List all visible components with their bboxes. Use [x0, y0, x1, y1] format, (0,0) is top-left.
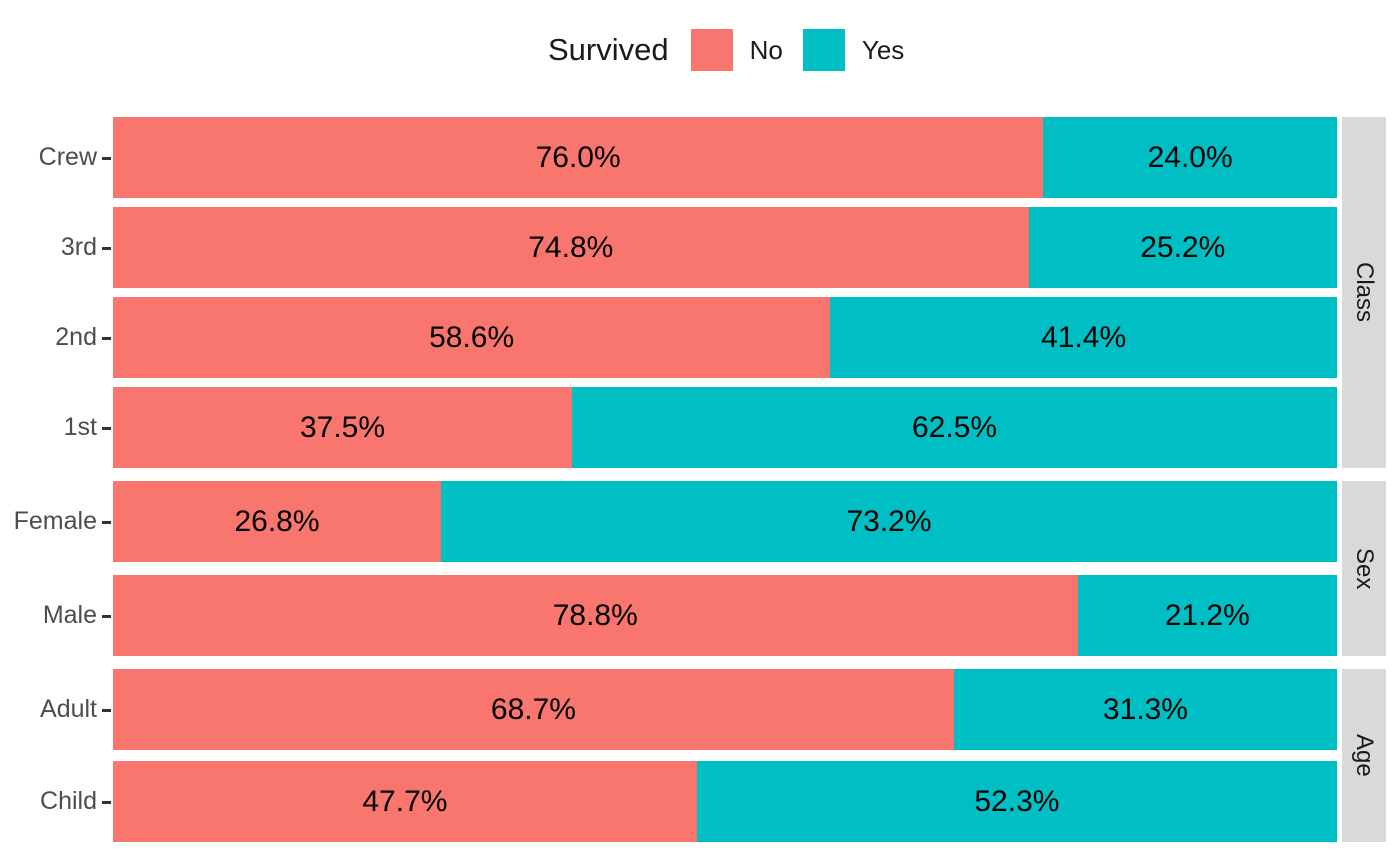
axis-tick-mark: [102, 337, 111, 340]
facet-strip-label: Class: [1351, 262, 1378, 323]
legend-key-no-swatch: [690, 29, 733, 71]
legend-key-yes-swatch: [802, 29, 845, 71]
bar-segment-yes: 41.4%: [830, 297, 1337, 378]
bar-value-yes: 24.0%: [1147, 140, 1233, 174]
bar-row-adult: 68.7% 31.3%: [113, 669, 1337, 750]
bar-segment-yes: 25.2%: [1028, 207, 1337, 288]
bar-row-crew: 76.0% 24.0%: [113, 117, 1337, 198]
bar-segment-no: 26.8%: [113, 481, 442, 562]
bar-value-no: 37.5%: [299, 410, 386, 444]
bar-segment-yes: 31.3%: [953, 669, 1337, 750]
axis-label-male: Male: [42, 601, 97, 629]
bar-value-yes: 41.4%: [1041, 320, 1127, 354]
axis-tick-mark: [102, 247, 111, 250]
bar-segment-no: 37.5%: [113, 387, 572, 468]
axis-tick-mark: [102, 521, 111, 524]
axis-tick-mark: [102, 801, 111, 804]
legend-label-yes: Yes: [861, 34, 905, 65]
legend-label-no: No: [749, 34, 783, 65]
axis-tick-mark: [102, 615, 111, 618]
bar-segment-no: 74.8%: [113, 207, 1029, 288]
bar-value-no: 76.0%: [535, 140, 621, 174]
bar-value-yes: 21.2%: [1164, 598, 1250, 632]
bar-segment-no: 58.6%: [113, 297, 831, 378]
bar-value-yes: 31.3%: [1102, 692, 1188, 726]
bar-segment-yes: 73.2%: [441, 481, 1337, 562]
facet-strip-sex: Sex: [1342, 481, 1386, 656]
axis-label-3rd: 3rd: [60, 233, 97, 261]
bar-row-female: 26.8% 73.2%: [113, 481, 1337, 562]
bar-segment-yes: 52.3%: [696, 761, 1337, 842]
bar-segment-yes: 24.0%: [1043, 117, 1337, 198]
bar-row-child: 47.7% 52.3%: [113, 761, 1337, 842]
facet-strip-age: Age: [1342, 669, 1386, 842]
bar-value-no: 74.8%: [528, 230, 614, 264]
bar-value-yes: 62.5%: [911, 410, 998, 444]
bar-row-male: 78.8% 21.2%: [113, 575, 1337, 656]
axis-tick-mark: [102, 427, 111, 430]
bar-value-no: 47.7%: [362, 784, 448, 818]
bar-segment-no: 78.8%: [113, 575, 1078, 656]
bar-value-yes: 52.3%: [974, 784, 1060, 818]
legend-title: Survived: [548, 32, 669, 67]
bar-segment-yes: 21.2%: [1077, 575, 1337, 656]
axis-label-female: Female: [13, 507, 97, 535]
bar-segment-no: 76.0%: [113, 117, 1044, 198]
bar-row-1st: 37.5% 62.5%: [113, 387, 1337, 468]
axis-tick-mark: [102, 709, 111, 712]
axis-tick-mark: [102, 157, 111, 160]
bar-value-yes: 73.2%: [846, 504, 932, 538]
axis-label-2nd: 2nd: [55, 323, 97, 351]
bar-row-2nd: 58.6% 41.4%: [113, 297, 1337, 378]
axis-label-crew: Crew: [38, 143, 97, 171]
bar-row-3rd: 74.8% 25.2%: [113, 207, 1337, 288]
bar-value-no: 78.8%: [552, 598, 638, 632]
axis-label-1st: 1st: [63, 413, 97, 441]
axis-label-adult: Adult: [40, 695, 97, 723]
facet-strip-label: Sex: [1351, 547, 1378, 590]
legend: Survived No Yes: [548, 28, 904, 72]
bar-value-no: 58.6%: [429, 320, 515, 354]
axis-label-child: Child: [40, 787, 97, 815]
bar-segment-yes: 62.5%: [572, 387, 1337, 468]
bar-value-yes: 25.2%: [1140, 230, 1226, 264]
bar-value-no: 68.7%: [490, 692, 576, 726]
bar-segment-no: 47.7%: [113, 761, 697, 842]
bar-value-no: 26.8%: [234, 504, 320, 538]
facet-strip-label: Age: [1351, 734, 1378, 777]
facet-strip-class: Class: [1342, 117, 1386, 468]
bar-segment-no: 68.7%: [113, 669, 954, 750]
